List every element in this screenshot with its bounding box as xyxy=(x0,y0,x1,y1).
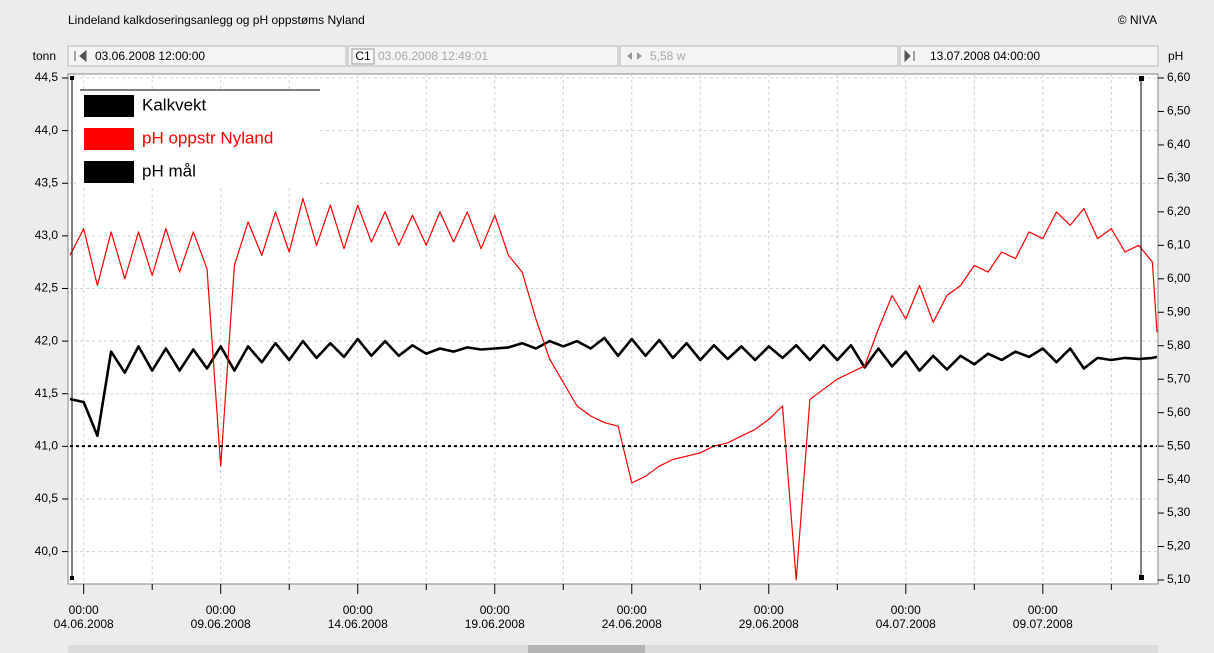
y-tick-label: 41,0 xyxy=(35,439,59,453)
y2-tick-label: 5,70 xyxy=(1167,371,1191,385)
cursor-label: C1 xyxy=(355,49,371,63)
y-tick-label: 43,0 xyxy=(35,228,59,242)
y-tick-label: 41,5 xyxy=(35,386,59,400)
cursor-handle[interactable] xyxy=(1139,575,1144,580)
cursor-button[interactable] xyxy=(351,48,375,65)
y2-tick-label: 6,40 xyxy=(1167,137,1191,151)
last-icon[interactable] xyxy=(904,49,915,63)
y2-tick-label: 6,20 xyxy=(1167,204,1191,218)
y2-tick-label: 6,50 xyxy=(1167,104,1191,118)
x-tick-label: 00:00 09.06.2008 xyxy=(190,603,251,631)
x-tick-label: 00:00 19.06.2008 xyxy=(464,603,525,631)
series-line xyxy=(69,197,1158,581)
legend-label: pH oppstr Nyland xyxy=(142,128,273,147)
cursor-handle[interactable] xyxy=(70,76,74,80)
legend-swatch xyxy=(84,128,134,150)
cursor-handle[interactable] xyxy=(1139,76,1144,81)
y-tick-label: 42,5 xyxy=(35,281,59,295)
legend: Kalkvekt pH oppstr Nyland pH mål xyxy=(76,89,320,188)
y2-tick-label: 5,60 xyxy=(1167,405,1191,419)
start-field[interactable] xyxy=(67,45,347,67)
y-axis-label: tonn xyxy=(33,49,56,63)
x-tick-label: 00:00 14.06.2008 xyxy=(327,603,388,631)
y2-tick-label: 5,90 xyxy=(1167,304,1191,318)
y2-axis-label: pH xyxy=(1168,49,1183,63)
credit: © NIVA xyxy=(1118,13,1157,27)
y2-tick-label: 6,00 xyxy=(1167,271,1191,285)
y2-tick-label: 6,30 xyxy=(1167,171,1191,185)
legend-label: Kalkvekt xyxy=(142,95,207,114)
chart-title: Lindeland kalkdoseringsanlegg og pH opps… xyxy=(68,13,365,27)
y2-tick-label: 5,50 xyxy=(1167,438,1191,452)
x-tick-label: 00:00 24.06.2008 xyxy=(601,603,662,631)
y-tick-label: 40,0 xyxy=(35,544,59,558)
legend-swatch xyxy=(84,95,134,117)
y-tick-label: 42,0 xyxy=(35,333,59,347)
span: 5,58 w xyxy=(650,49,686,63)
y-tick-label: 40,5 xyxy=(35,491,59,505)
y-tick-label: 44,5 xyxy=(35,70,59,84)
y-tick-label: 43,5 xyxy=(35,175,59,189)
x-tick-label: 00:00 04.06.2008 xyxy=(53,603,114,631)
cursor-handle[interactable] xyxy=(70,576,74,580)
y-tick-label: 44,0 xyxy=(35,123,59,137)
x-tick-label: 00:00 29.06.2008 xyxy=(738,603,799,631)
cursor-time: 03.06.2008 12:49:01 xyxy=(378,49,488,63)
start-time: 03.06.2008 12:00:00 xyxy=(95,49,205,63)
y2-tick-label: 5,30 xyxy=(1167,505,1191,519)
end-field[interactable] xyxy=(899,45,1159,67)
cursor-field xyxy=(347,45,619,67)
span-field xyxy=(619,45,899,67)
series-line xyxy=(69,336,1158,438)
end-time: 13.07.2008 04:00:00 xyxy=(930,49,1040,63)
y2-tick-label: 5,20 xyxy=(1167,539,1191,553)
first-icon[interactable] xyxy=(74,49,87,63)
y2-tick-label: 6,10 xyxy=(1167,238,1191,252)
y2-tick-label: 6,60 xyxy=(1167,70,1191,84)
span-icon[interactable] xyxy=(627,52,642,60)
x-tick-label: 00:00 04.07.2008 xyxy=(875,603,936,631)
x-tick-label: 00:00 09.07.2008 xyxy=(1012,603,1073,631)
y2-tick-label: 5,40 xyxy=(1167,472,1191,486)
legend-swatch xyxy=(84,161,134,183)
toolbar: 03.06.2008 12:00:00 C1 03.06.2008 12:49:… xyxy=(67,45,1159,67)
y2-tick-label: 5,10 xyxy=(1167,572,1191,586)
y2-tick-label: 5,80 xyxy=(1167,338,1191,352)
legend-label: pH mål xyxy=(142,161,196,180)
scrollbar-thumb[interactable] xyxy=(528,645,645,653)
